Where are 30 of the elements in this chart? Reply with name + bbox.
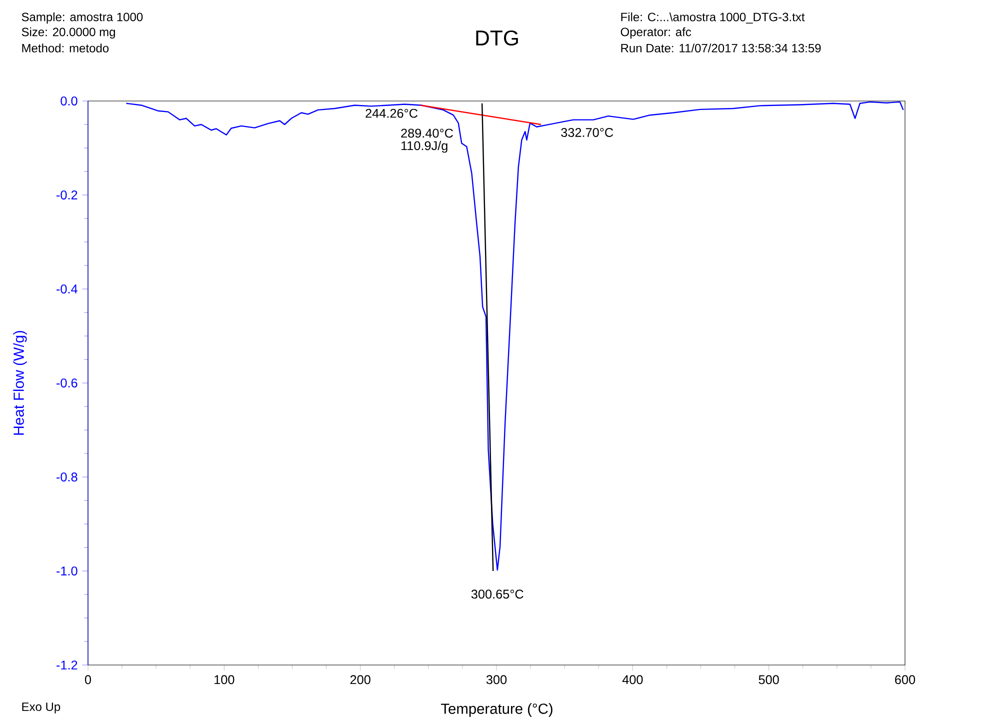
y-tick-label: -0.2 <box>56 190 78 200</box>
text: Size: 20.0000 mg <box>22 27 115 39</box>
y-tick-label: -0.4 <box>56 284 78 294</box>
text: File: C:...\amostra 1000_DTG-3.txt <box>621 12 805 24</box>
x-tick-label: 100 <box>214 675 234 684</box>
chart-title: DTG <box>476 30 518 46</box>
annotation: 332.70°C <box>561 128 614 137</box>
y-tick-label: -1.0 <box>56 566 78 576</box>
y-tick-label: 0.0 <box>60 96 78 106</box>
text: Sample: amostra 1000 <box>22 12 143 24</box>
y-tick-label: -1.2 <box>56 660 78 670</box>
y-tick-label: -0.8 <box>56 472 78 482</box>
x-tick-label: 400 <box>622 675 643 684</box>
text: Operator: afc <box>620 27 692 39</box>
text: Exo Up <box>22 702 60 714</box>
line-series <box>126 101 904 571</box>
x-tick-label: 600 <box>895 675 916 684</box>
x-tick-label: 300 <box>486 675 507 684</box>
x-tick-label: 500 <box>758 675 779 684</box>
text: Method: metodo <box>22 44 109 52</box>
y-axis-title: Heat Flow (W/g) <box>13 330 27 435</box>
y-tick-label: -0.6 <box>56 378 78 388</box>
annotation: 300.65°C <box>471 590 524 599</box>
annotation: 289.40°C <box>401 128 453 138</box>
annotation: 110.9J/g <box>401 140 448 153</box>
x-axis-title: Temperature (°C) <box>441 703 552 717</box>
text: Run Date: 11/07/2017 13:58:34 13:59 <box>621 44 821 52</box>
x-tick-label: 200 <box>350 675 370 684</box>
x-tick-label: 0 <box>84 675 92 684</box>
annotation: 244.26°C <box>366 108 418 118</box>
